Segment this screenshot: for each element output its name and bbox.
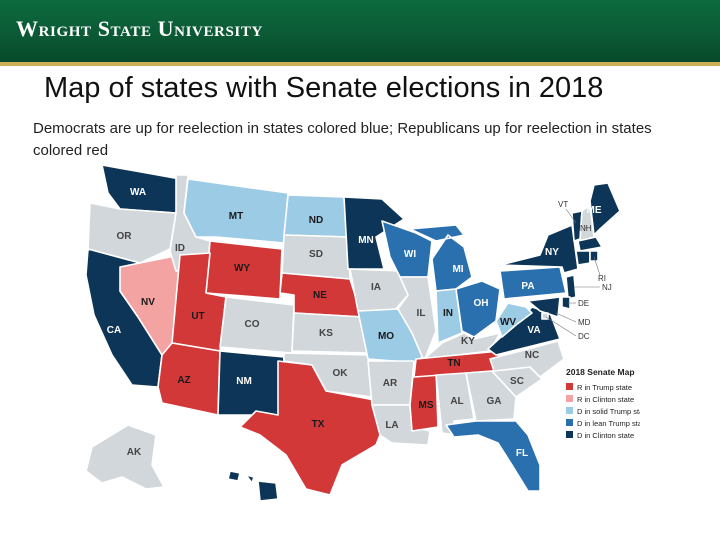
label-WV: WV (500, 317, 516, 328)
label-OK: OK (333, 368, 349, 379)
legend-label: R in Trump state (577, 383, 632, 392)
state-HI (227, 470, 279, 502)
slide-title: Map of states with Senate elections in 2… (44, 72, 604, 104)
state-NC (489, 340, 565, 378)
states-layer (85, 165, 621, 502)
label-MN: MN (358, 235, 374, 246)
label-NM: NM (236, 376, 252, 387)
label-MD: MD (578, 318, 591, 327)
label-MS: MS (419, 400, 434, 411)
state-OH (455, 280, 501, 338)
label-CO: CO (245, 319, 260, 330)
label-AK: AK (127, 447, 142, 458)
state-ME (589, 182, 621, 236)
state-MA (577, 236, 603, 252)
legend-title: 2018 Senate Map (566, 367, 635, 377)
label-VA: VA (527, 325, 540, 336)
label-WA: WA (130, 187, 146, 198)
banner-divider (0, 62, 720, 66)
label-VT: VT (558, 200, 568, 209)
label-FL: FL (516, 448, 528, 459)
label-DC: DC (578, 332, 590, 341)
state-MN (343, 196, 405, 270)
legend-swatch (566, 383, 573, 390)
label-KS: KS (319, 328, 333, 339)
state-NY (499, 224, 579, 274)
label-NY: NY (545, 247, 559, 258)
legend-swatch (566, 407, 573, 414)
legend-item-r-clinton: R in Clinton state (566, 395, 634, 404)
legend-swatch (566, 395, 573, 402)
university-banner: Wright State University (0, 0, 720, 62)
state-MD (527, 296, 561, 318)
legend-item-d-clinton: D in Clinton state (566, 431, 634, 440)
legend-label: D in lean Trump state (577, 419, 640, 428)
state-CT (575, 250, 591, 266)
state-RI (589, 250, 599, 262)
state-MT (183, 178, 289, 244)
label-WI: WI (404, 249, 416, 260)
label-RI: RI (598, 274, 606, 283)
label-AR: AR (383, 378, 398, 389)
senate-map: WA OR CA NV ID MT WY UT AZ CO NM ND SD N… (85, 165, 640, 502)
small-state-labels (545, 208, 601, 337)
map-legend: 2018 Senate Map R in Trump state R in Cl… (566, 367, 640, 440)
state-labels-layer: WA OR CA NV ID MT WY UT AZ CO NM ND SD N… (107, 187, 602, 459)
label-ID: ID (175, 243, 185, 254)
label-WY: WY (234, 263, 250, 274)
label-ND: ND (309, 215, 323, 226)
legend-item-d-lean: D in lean Trump state (566, 419, 640, 428)
label-GA: GA (487, 396, 502, 407)
label-CA: CA (107, 325, 121, 336)
label-DE: DE (578, 299, 589, 308)
label-SC: SC (510, 376, 524, 387)
label-IL: IL (417, 308, 426, 319)
label-OH: OH (474, 298, 489, 309)
label-HI: HI (275, 475, 285, 486)
label-NJ: NJ (602, 283, 612, 292)
legend-swatch (566, 431, 573, 438)
label-MO: MO (378, 331, 394, 342)
state-WV (495, 302, 533, 338)
state-IN (435, 288, 463, 344)
label-NC: NC (525, 350, 539, 361)
legend-item-d-solid: D in solid Trump state (566, 407, 640, 416)
label-MT: MT (229, 211, 243, 222)
state-FL (445, 420, 541, 492)
state-IA (349, 268, 409, 312)
small-state-label-text: VT NH RI NJ DE MD DC AK HI (127, 200, 612, 486)
label-NV: NV (141, 297, 155, 308)
legend-label: R in Clinton state (577, 395, 634, 404)
legend-label: D in Clinton state (577, 431, 634, 440)
state-IL (397, 276, 437, 362)
state-DC (541, 312, 549, 320)
state-AK (85, 424, 165, 490)
label-OR: OR (117, 231, 133, 242)
legend-swatch (566, 419, 573, 426)
state-TX (239, 360, 385, 496)
label-SD: SD (309, 249, 323, 260)
state-NJ (565, 274, 577, 300)
legend-label: D in solid Trump state (577, 407, 640, 416)
label-TX: TX (312, 419, 325, 430)
label-IN: IN (443, 308, 453, 319)
slide-subtitle: Democrats are up for reelection in state… (33, 120, 652, 159)
label-UT: UT (191, 311, 204, 322)
label-AZ: AZ (177, 375, 190, 386)
label-ME: ME (587, 205, 602, 216)
state-DE (561, 296, 571, 310)
label-TN: TN (447, 358, 460, 369)
label-IA: IA (371, 282, 381, 293)
university-logo: Wright State University (16, 16, 263, 41)
label-AL: AL (450, 396, 463, 407)
label-LA: LA (385, 420, 398, 431)
state-PA (499, 266, 567, 300)
legend-item-r-trump: R in Trump state (566, 383, 632, 392)
label-MI: MI (452, 264, 463, 275)
label-NE: NE (313, 290, 327, 301)
label-NH: NH (580, 224, 592, 233)
label-KY: KY (461, 336, 475, 347)
label-PA: PA (521, 281, 534, 292)
